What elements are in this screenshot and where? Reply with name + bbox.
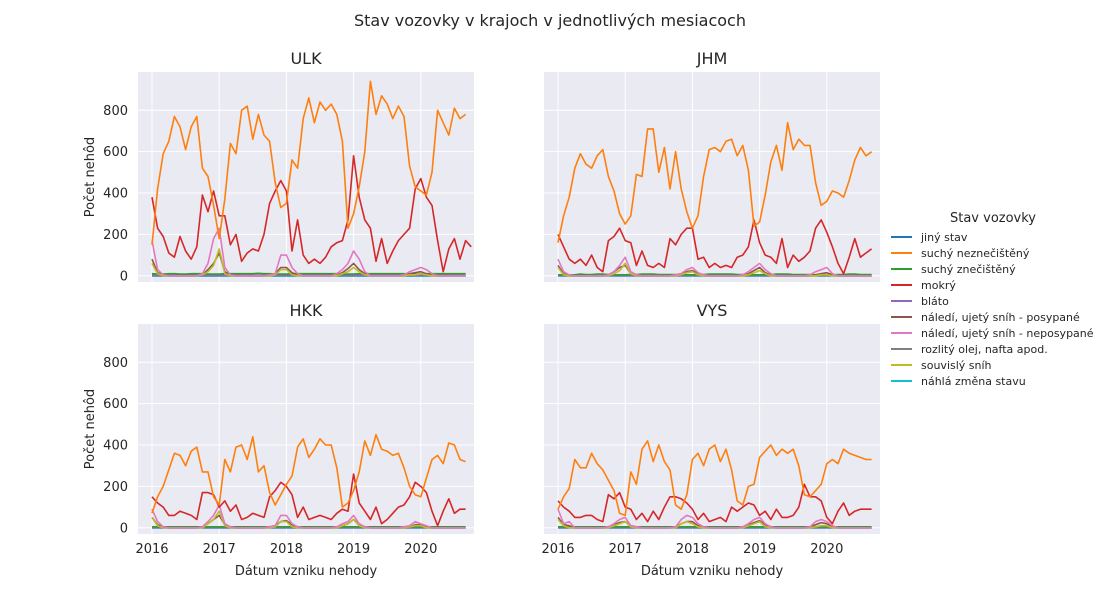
y-tick-label: 200: [103, 228, 128, 243]
y-tick-label: 400: [103, 187, 128, 202]
legend-label: náledí, ujetý sníh - posypané: [921, 311, 1080, 324]
x-tick-label: 2019: [337, 542, 370, 557]
x-tick-label: 2020: [810, 542, 843, 557]
series-line-mokry: [151, 473, 466, 527]
x-tick-label: 2018: [270, 542, 303, 557]
legend-label: rozlitý olej, nafta apod.: [921, 343, 1048, 356]
legend-label: náledí, ujetý sníh - neposypané: [921, 327, 1094, 340]
y-tick-label: 600: [103, 145, 128, 160]
panel-title: VYS: [697, 301, 728, 320]
plot-area: [544, 72, 880, 282]
y-tick-label: 600: [103, 397, 128, 412]
legend-label: suchý neznečištěný: [921, 247, 1030, 260]
x-tick-label: 2020: [404, 542, 437, 557]
x-tick-label: 2017: [203, 542, 236, 557]
panel-ULK: 0 200 400 600 800 ULK Počet nehôd: [83, 49, 474, 284]
legend-label: jiný stav: [920, 231, 968, 244]
y-axis-label: Počet nehôd: [83, 389, 98, 469]
plot-area: [544, 324, 880, 534]
y-tick-label: 200: [103, 480, 128, 495]
series-line-mokry: [557, 483, 872, 525]
series-line-naledi-ujety-snih-neposypane: [151, 504, 466, 529]
y-axis-label: Počet nehôd: [83, 137, 98, 217]
x-tick-label: 2018: [676, 542, 709, 557]
series-line-naledi-ujety-snih-neposypane: [151, 227, 466, 277]
series-line-mokry: [557, 219, 873, 275]
legend: Stav vozovky jiný stav suchý neznečištěný s…: [891, 211, 1094, 388]
x-tick-label: 2019: [743, 542, 776, 557]
plot-area: [138, 72, 474, 282]
series-line-suchy-neznecisteny: [557, 121, 873, 243]
y-tick-label: 0: [120, 269, 128, 284]
panel-title: JHM: [696, 49, 728, 68]
legend-label: náhlá změna stavu: [921, 375, 1026, 388]
x-tick-label: 2017: [609, 542, 642, 557]
series-line-mokry: [151, 155, 472, 273]
y-tick-label: 800: [103, 104, 128, 119]
y-tick-label: 400: [103, 439, 128, 454]
x-tick-label: 2016: [135, 542, 168, 557]
y-tick-label: 800: [103, 356, 128, 371]
plot-area: [138, 324, 474, 534]
panel-HKK: 0 200 400 600 800 2016 2017 2018 2019 2020 HKK Poče…: [83, 301, 474, 579]
series-line-suchy-neznecisteny: [151, 433, 466, 514]
panel-VYS: 2016 2017 2018 2019 2020 VYS Dátum vzniku neho…: [541, 301, 880, 579]
panel-JHM: JHM: [544, 49, 880, 282]
series-line-naledi-ujety-snih-neposypane: [557, 256, 872, 277]
panel-title: ULK: [290, 49, 322, 68]
legend-title: Stav vozovky: [950, 211, 1036, 226]
x-tick-label: 2016: [541, 542, 574, 557]
legend-label: bláto: [921, 295, 949, 308]
legend-label: souvislý sníh: [921, 359, 992, 372]
chart-title: Stav vozovky v krajoch v jednotlivých me…: [354, 11, 746, 30]
panel-title: HKK: [289, 301, 323, 320]
series-line-naledi-ujety-snih-neposypane: [557, 508, 872, 529]
series-line-suchy-neznecisteny: [557, 440, 872, 517]
y-tick-label: 0: [120, 521, 128, 536]
x-axis-label: Dátum vzniku nehody: [235, 564, 378, 579]
legend-label: suchý znečištěný: [921, 263, 1016, 276]
series-line-suchy-neznecisteny: [151, 80, 467, 245]
x-axis-label: Dátum vzniku nehody: [641, 564, 784, 579]
legend-label: mokrý: [921, 279, 956, 292]
